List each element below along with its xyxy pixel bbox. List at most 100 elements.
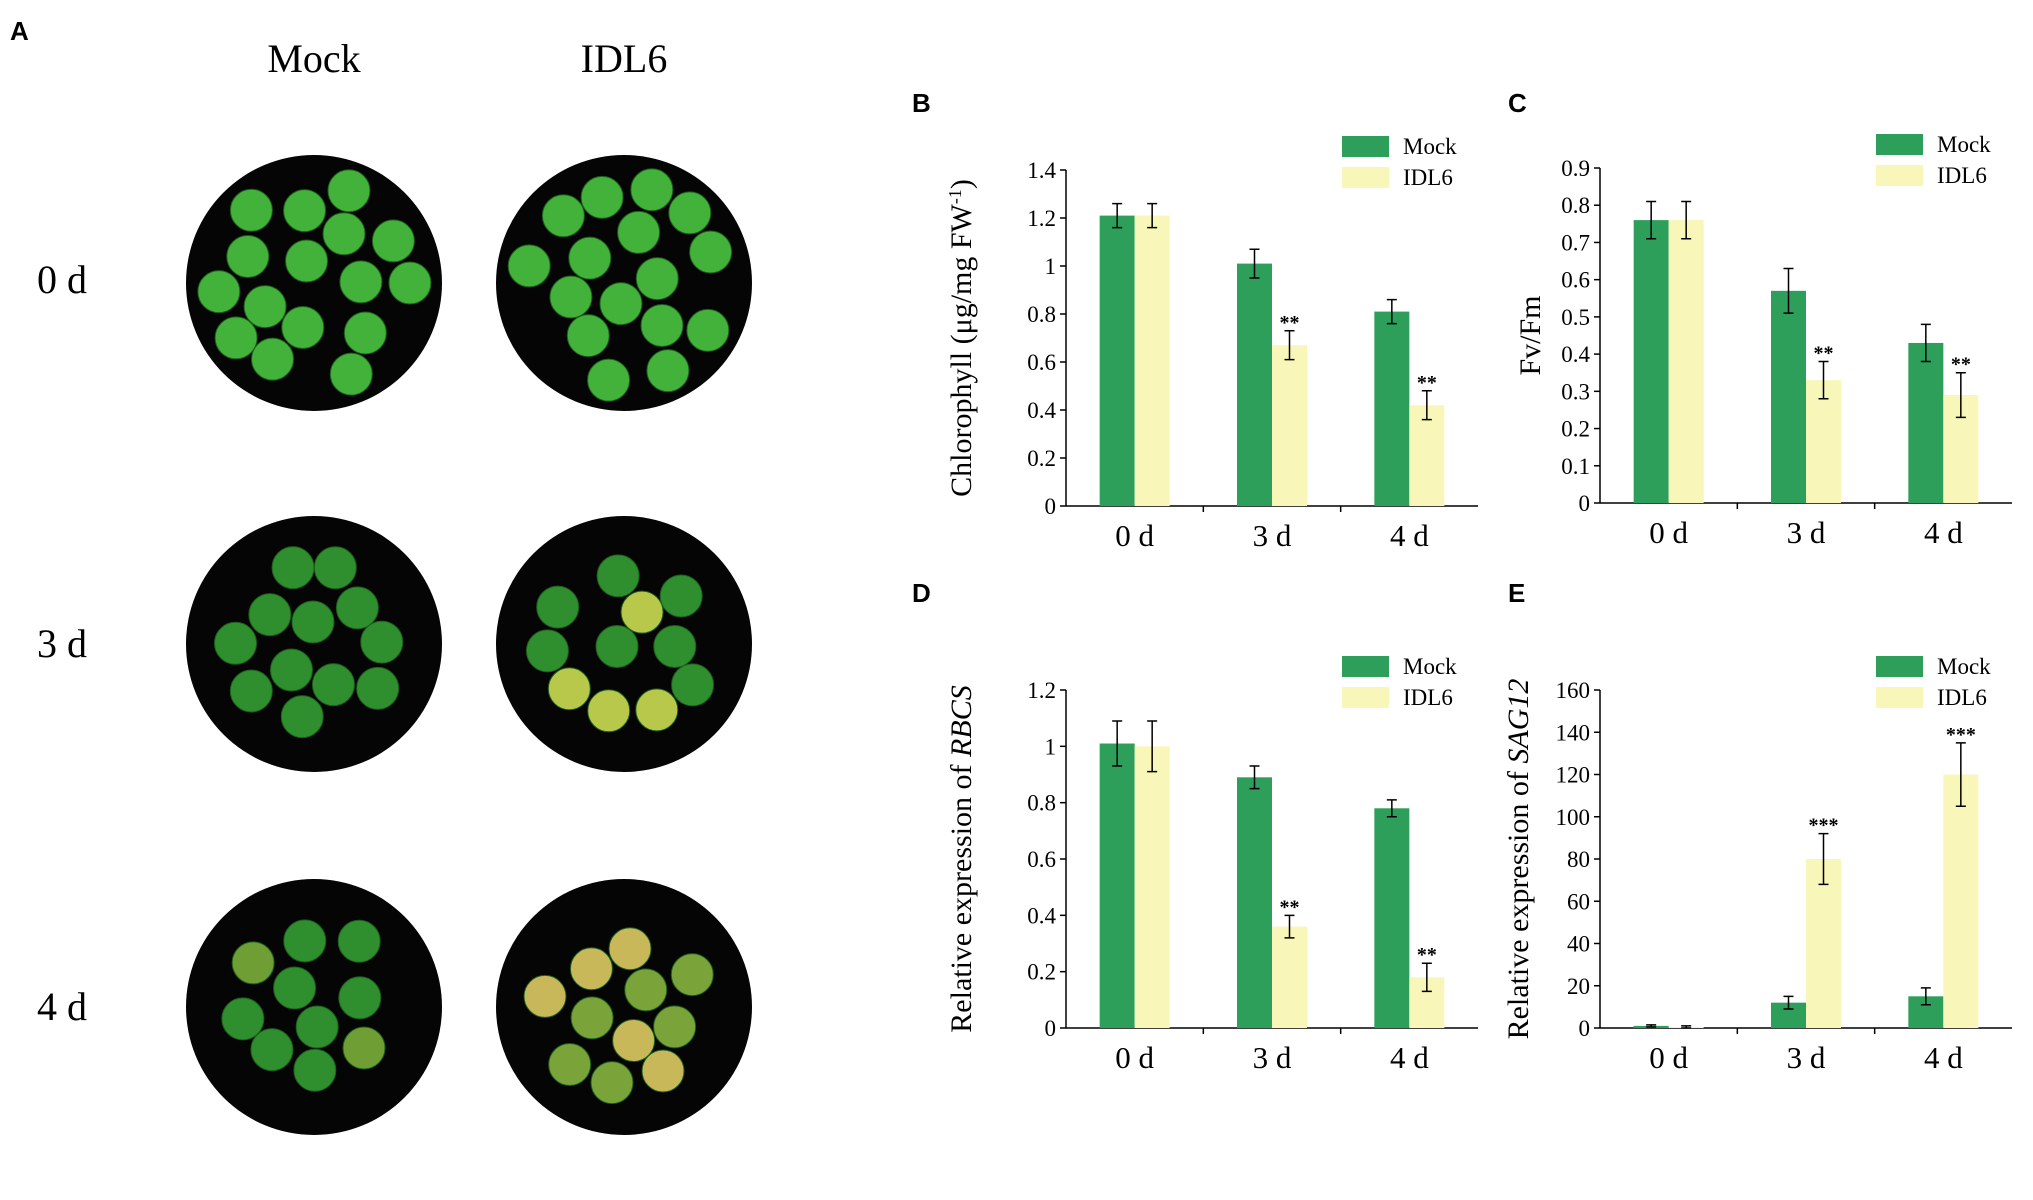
legend-swatch (1876, 687, 1923, 708)
error-bar (1421, 390, 1432, 421)
x-tick-label: 4 d (1390, 1040, 1429, 1075)
panel-label: C (1508, 88, 1527, 118)
y-axis-label-part: Relative expression of (1502, 764, 1535, 1040)
significance-label: *** (1946, 724, 1976, 746)
error-bar (1955, 742, 1966, 807)
column-label: IDL6 (581, 36, 668, 81)
legend-label: Mock (1937, 132, 1991, 157)
legend-label: Mock (1403, 134, 1457, 159)
y-tick-label: 0.6 (1561, 268, 1590, 293)
y-tick-label: 160 (1556, 678, 1591, 703)
leaf-disc (342, 1026, 386, 1070)
leaf-disc (671, 663, 715, 707)
y-tick-label: 0.4 (1561, 342, 1590, 367)
leaf-disc (248, 593, 292, 637)
leaf-disc (595, 624, 639, 668)
y-tick-label: 0.1 (1561, 454, 1590, 479)
bar (1134, 215, 1170, 506)
leaf-disc (327, 169, 371, 213)
error-bar (1249, 248, 1260, 279)
legend-swatch (1342, 687, 1389, 708)
bar (1237, 777, 1272, 1028)
leaf-disc (580, 175, 624, 219)
y-axis-label-part: SAG12 (1502, 679, 1535, 764)
leaf-disc (281, 305, 325, 349)
leaf-disc (590, 1061, 634, 1105)
bar (1099, 215, 1135, 506)
error-bar (1818, 832, 1829, 886)
legend-label: IDL6 (1937, 163, 1987, 188)
legend-swatch (1342, 136, 1389, 157)
leaf-disc (612, 1019, 656, 1063)
y-tick-label: 0.2 (1561, 417, 1590, 442)
leaf-disc (322, 212, 366, 256)
leaf-disc (197, 270, 241, 314)
x-tick-label: 3 d (1787, 1040, 1826, 1075)
y-tick-label: 80 (1567, 847, 1590, 872)
leaf-disc (295, 1005, 339, 1049)
y-tick-label: 1 (1045, 254, 1057, 279)
leaf-disc (356, 666, 400, 710)
y-tick-label: 0.8 (1027, 302, 1056, 327)
significance-label: ** (1951, 354, 1971, 376)
significance-label: ** (1417, 372, 1437, 394)
x-tick-label: 0 d (1649, 515, 1688, 550)
bar (1237, 263, 1272, 506)
photo (186, 155, 752, 1135)
y-axis-label-part: Fv/Fm (1514, 295, 1547, 375)
error-bar (1681, 200, 1692, 240)
row-label: 0 d (37, 257, 87, 302)
bar (1943, 774, 1979, 1028)
leaf-disc (311, 663, 355, 707)
y-tick-label: 120 (1556, 763, 1591, 788)
leaf-disc (549, 275, 593, 319)
error-bar (1818, 360, 1829, 400)
legend-label: IDL6 (1403, 165, 1453, 190)
leaf-disc (659, 574, 703, 618)
leaf-disc (525, 629, 569, 673)
y-tick-label: 0.3 (1561, 379, 1590, 404)
y-axis-label-part: RBCS (945, 685, 978, 758)
row-label: 4 d (37, 984, 87, 1029)
error-bar (1646, 200, 1657, 240)
leaf-disc (596, 554, 640, 598)
leaf-disc (608, 927, 652, 971)
bar (1806, 380, 1841, 503)
bar (1908, 342, 1944, 503)
leaf-disc (568, 236, 612, 280)
significance-label: ** (1280, 896, 1300, 918)
x-tick-label: 3 d (1787, 515, 1826, 550)
y-axis-label-part: Chlorophyll (μg/mg FW (945, 203, 978, 496)
y-tick-label: 100 (1556, 805, 1591, 830)
leaf-disc (293, 1048, 337, 1092)
y-tick-label: 0.7 (1561, 230, 1590, 255)
leaf-disc (231, 941, 275, 985)
leaf-disc (280, 695, 324, 739)
bar (1134, 746, 1170, 1028)
y-tick-label: 0 (1045, 494, 1057, 519)
panel-label: E (1508, 578, 1525, 608)
y-tick-label: 0 (1045, 1016, 1057, 1041)
x-tick-label: 0 d (1115, 1040, 1154, 1075)
panel-label: A (10, 16, 29, 46)
x-tick-label: 0 d (1649, 1040, 1688, 1075)
leaf-disc (653, 624, 697, 668)
leaf-disc (273, 966, 317, 1010)
y-tick-label: 60 (1567, 889, 1590, 914)
y-tick-label: 0.8 (1561, 193, 1590, 218)
legend-label: IDL6 (1937, 685, 1987, 710)
leaf-disc (214, 316, 258, 360)
leaf-disc (250, 1028, 294, 1072)
leaf-disc (547, 667, 591, 711)
error-bar (1646, 1024, 1657, 1028)
leaf-disc (360, 620, 404, 664)
leaf-disc (337, 919, 381, 963)
significance-label: ** (1814, 343, 1834, 365)
bar (1272, 345, 1307, 506)
error-bar (1421, 962, 1432, 993)
error-bar (1386, 799, 1397, 818)
leaf-disc (641, 1049, 685, 1093)
legend-swatch (1876, 656, 1923, 677)
leaf-disc (617, 210, 661, 254)
